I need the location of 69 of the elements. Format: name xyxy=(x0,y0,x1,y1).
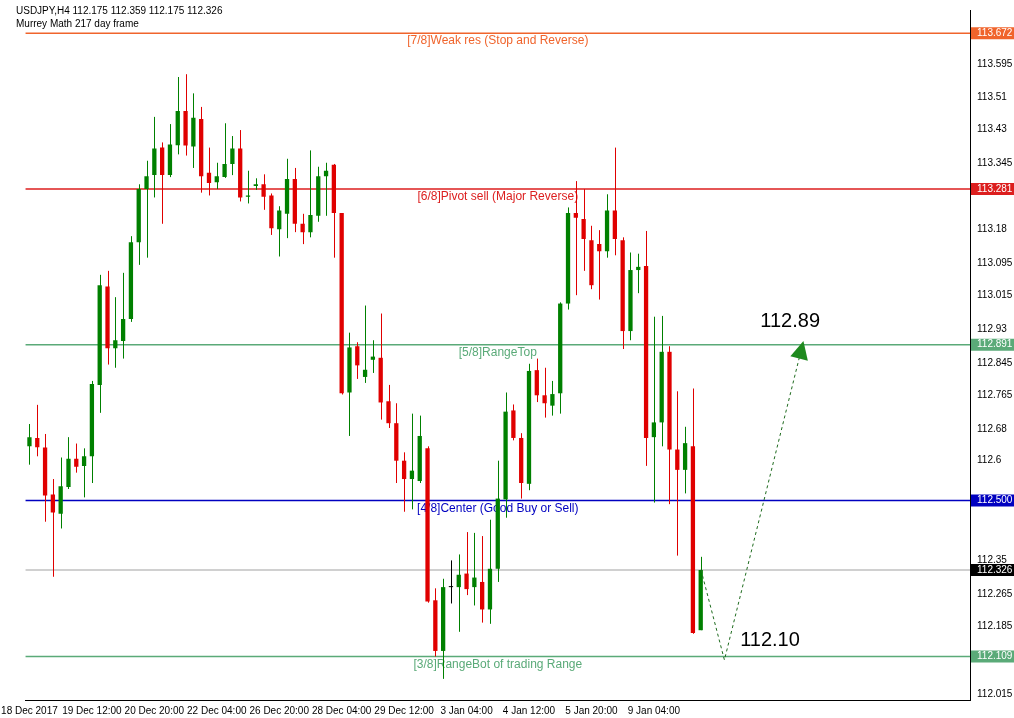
y-tick-label: 113.51 xyxy=(977,91,1008,103)
candlestick xyxy=(651,316,657,504)
ref-line-label: [5/8]RangeTop xyxy=(458,344,538,359)
candlestick xyxy=(597,229,602,301)
x-tick-label: 5 Jan 20:00 xyxy=(565,704,619,716)
candlestick xyxy=(74,443,79,474)
y-tick-label: 113.672 xyxy=(977,26,1013,38)
candlestick xyxy=(300,213,305,245)
annotation: 112.89 xyxy=(760,308,821,331)
y-tick-label: 112.015 xyxy=(977,687,1013,699)
candlestick xyxy=(214,162,219,190)
candlestick xyxy=(245,170,251,204)
x-tick-label: 3 Jan 04:00 xyxy=(440,704,494,716)
candlestick xyxy=(35,404,40,457)
candlestick xyxy=(401,451,407,513)
y-tick-label: 113.43 xyxy=(977,123,1008,135)
x-tick-label: 26 Dec 20:00 xyxy=(249,704,310,716)
y-tick-label: 112.500 xyxy=(977,494,1013,506)
candlestick xyxy=(581,188,586,272)
candlestick xyxy=(222,122,227,179)
y-tick-label: 112.35 xyxy=(977,554,1008,566)
candlestick xyxy=(675,390,680,557)
candlestick xyxy=(542,367,547,419)
candlestick xyxy=(362,305,368,384)
candlestick xyxy=(261,173,266,211)
y-tick-label: 112.891 xyxy=(977,338,1013,350)
y-tick-label: 113.281 xyxy=(977,182,1013,194)
x-tick-label: 28 Dec 04:00 xyxy=(311,704,372,716)
x-tick-label: 29 Dec 12:00 xyxy=(374,704,435,716)
candlestick xyxy=(308,149,313,238)
y-tick-label: 112.845 xyxy=(977,356,1013,368)
y-tick-label: 112.326 xyxy=(977,563,1013,575)
y-tick-label: 113.18 xyxy=(977,223,1008,235)
candlestick xyxy=(456,553,461,633)
candlestick xyxy=(464,531,469,596)
candlestick xyxy=(355,341,360,380)
x-tick-label: 4 Jan 12:00 xyxy=(502,704,556,716)
x-tick-label: 22 Dec 04:00 xyxy=(187,704,247,716)
x-tick-label: 20 Dec 20:00 xyxy=(124,704,185,716)
x-tick-label: 18 Dec 2017 xyxy=(1,704,59,716)
y-tick-label: 113.345 xyxy=(977,157,1013,169)
y-tick-label: 112.765 xyxy=(977,388,1013,400)
y-tick-label: 112.68 xyxy=(977,422,1008,434)
candlestick xyxy=(50,478,56,578)
candlestick xyxy=(144,160,149,259)
x-tick-label: 19 Dec 12:00 xyxy=(62,704,123,716)
y-tick-label: 112.265 xyxy=(977,588,1013,600)
candlestick xyxy=(230,135,235,176)
ref-line-label: [7/8]Weak res (Stop and Reverse) xyxy=(407,33,589,48)
annotation: 112.10 xyxy=(740,627,800,650)
candlestick xyxy=(81,447,87,498)
text: Murrey Math 217 day frame xyxy=(16,18,139,29)
candlestick xyxy=(472,532,477,606)
candlestick xyxy=(120,272,126,360)
candlestick xyxy=(448,559,454,604)
y-tick-label: 112.93 xyxy=(977,322,1008,334)
y-tick-label: 113.015 xyxy=(977,288,1013,300)
candlestick xyxy=(277,205,282,257)
y-tick-label: 112.185 xyxy=(977,619,1013,631)
y-tick-label: 112.6 xyxy=(977,454,1002,466)
candlestick xyxy=(550,380,555,417)
x-tick-label: 9 Jan 04:00 xyxy=(627,704,681,716)
y-tick-label: 112.109 xyxy=(977,650,1013,662)
chart-title: USDJPY,H4 112.175 112.359 112.175 112.326 xyxy=(16,5,223,16)
candlestick xyxy=(386,384,391,429)
y-tick-label: 113.095 xyxy=(977,257,1013,269)
candlestick xyxy=(27,423,32,466)
y-tick-label: 113.595 xyxy=(977,57,1013,69)
candlestick xyxy=(113,296,118,369)
